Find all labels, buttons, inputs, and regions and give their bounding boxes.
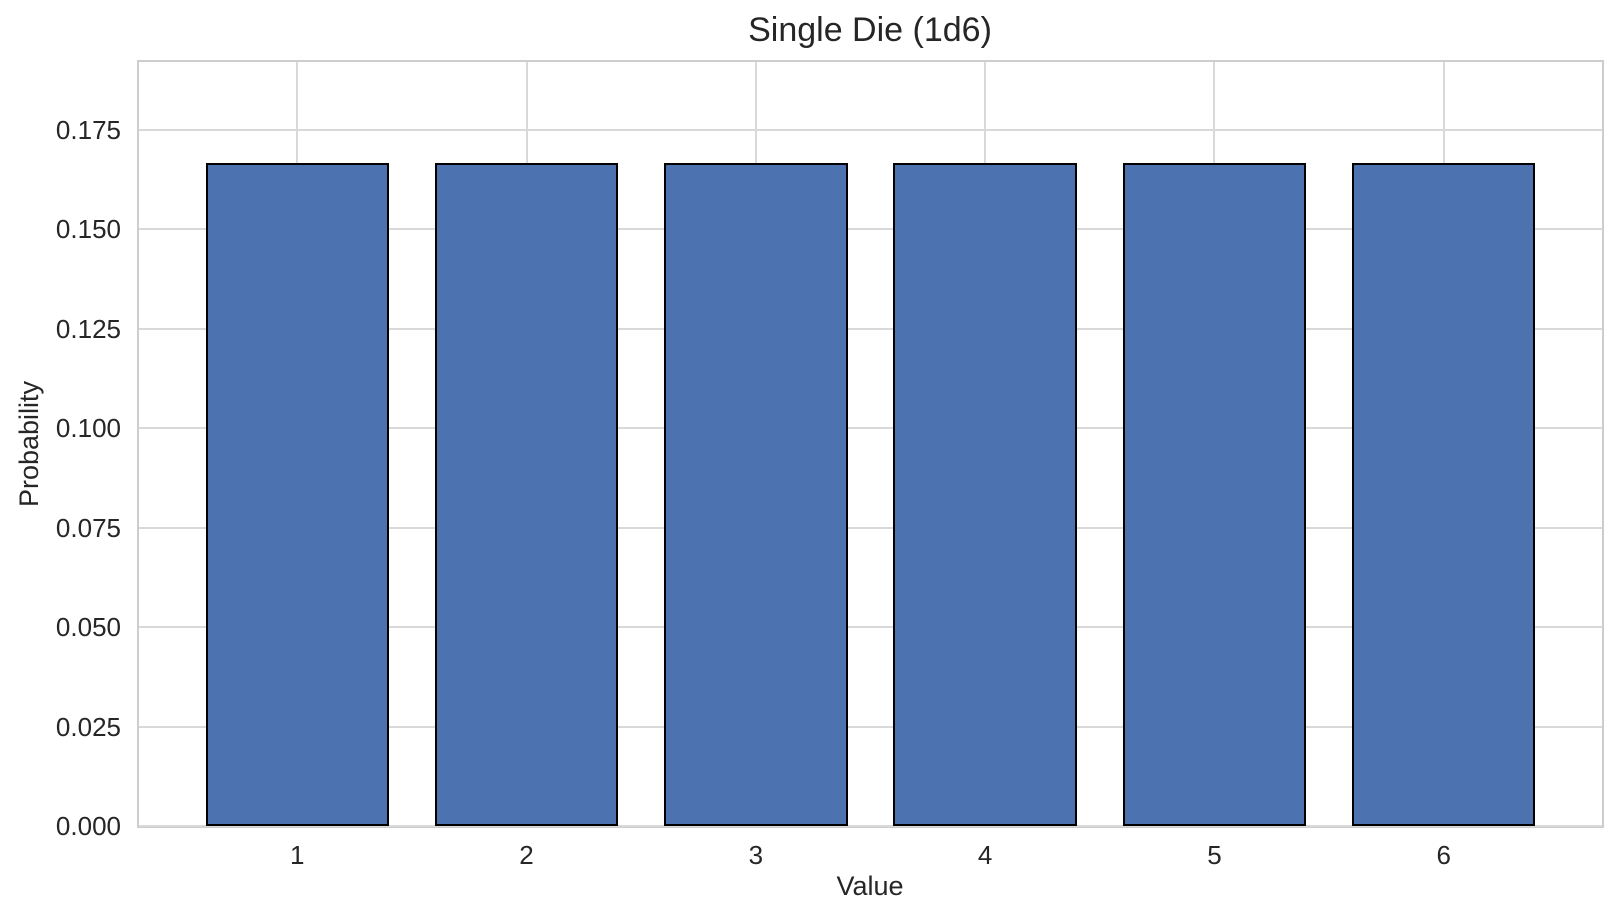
plot-area (137, 60, 1604, 828)
x-tick-label: 1 (289, 840, 305, 870)
y-axis-label: Probability (14, 380, 45, 508)
horizontal-gridline (139, 228, 1602, 231)
x-tick-label: 5 (1207, 840, 1222, 870)
y-tick-label: 0.175 (55, 114, 121, 145)
x-tick-label: 3 (748, 840, 764, 870)
horizontal-gridline (139, 825, 1602, 827)
y-tick-label: 0.000 (55, 811, 121, 841)
x-tick-label: 6 (1436, 840, 1451, 870)
horizontal-gridline (139, 526, 1602, 529)
bar (1122, 162, 1307, 826)
bar (434, 162, 619, 826)
y-tick-label: 0.100 (55, 413, 121, 444)
horizontal-gridline (139, 327, 1602, 330)
y-tick-label: 0.150 (55, 214, 121, 245)
horizontal-gridline (139, 626, 1602, 629)
y-tick-label: 0.075 (55, 512, 121, 543)
horizontal-gridline (139, 128, 1602, 131)
y-tick-label: 0.025 (55, 711, 121, 742)
chart-title: Single Die (1d6) (748, 11, 992, 49)
bar (205, 162, 389, 826)
horizontal-gridline (139, 725, 1602, 728)
x-tick-label: 2 (519, 840, 534, 870)
x-tick-label: 4 (977, 840, 993, 870)
x-axis-label: Value (836, 871, 904, 901)
bar (664, 162, 848, 826)
y-tick-label: 0.125 (55, 313, 121, 344)
bar (893, 162, 1077, 826)
bar (1352, 162, 1536, 826)
y-tick-label: 0.050 (55, 612, 121, 643)
horizontal-gridline (139, 427, 1602, 430)
